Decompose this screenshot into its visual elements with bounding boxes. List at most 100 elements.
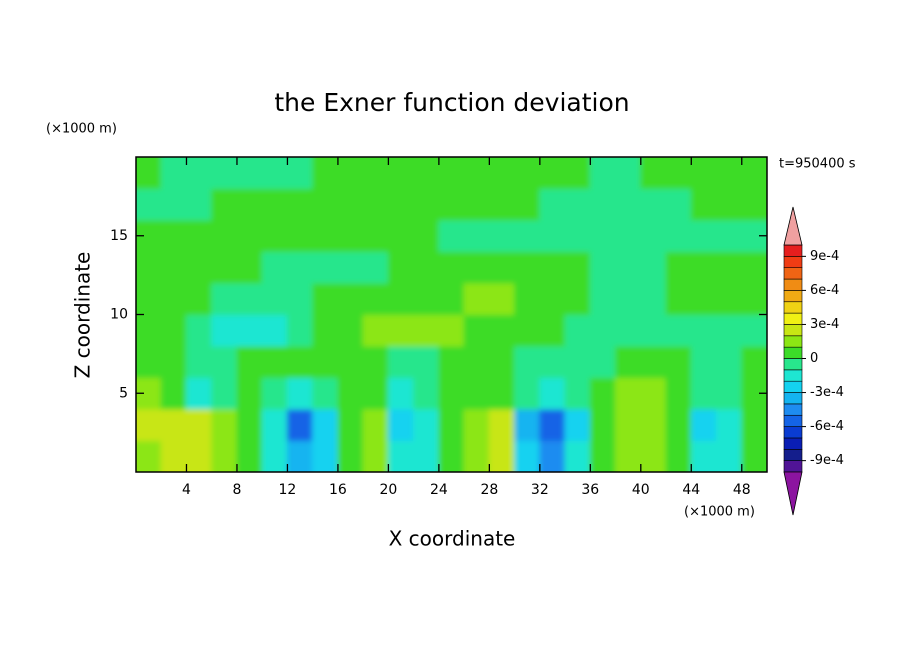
colorbar-bin: [783, 278, 803, 291]
contour-cell: [690, 314, 718, 347]
y-tick-label: 5: [119, 385, 128, 401]
contour-cell: [716, 157, 743, 189]
colorbar-bin: [783, 324, 803, 337]
contour-cell: [387, 377, 415, 410]
contour-cell: [236, 314, 263, 347]
contour-cell: [261, 345, 288, 378]
contour-cell: [211, 408, 238, 441]
contour-cell: [438, 408, 465, 441]
contour-cell: [413, 440, 440, 472]
contour-cell: [312, 440, 339, 472]
contour-cell: [463, 314, 490, 347]
time-label: t=950400 s: [779, 157, 856, 172]
contour-cell: [312, 282, 339, 315]
contour-cell: [665, 282, 692, 315]
contour-cell: [488, 157, 516, 189]
contour-cell: [413, 282, 440, 315]
contour-cell: [488, 282, 516, 315]
colorbar-bin: [783, 426, 803, 439]
contour-cell: [716, 188, 743, 221]
colorbar-bin: [783, 414, 803, 427]
x-tick-label: 12: [279, 482, 297, 498]
x-tick-label: 24: [430, 482, 448, 498]
contour-cell: [488, 188, 516, 221]
contour-cell: [640, 408, 667, 441]
contour-cell: [236, 440, 263, 472]
colorbar-bin: [783, 460, 803, 473]
contour-cell: [564, 314, 591, 347]
contour-cell: [665, 345, 692, 378]
contour-cell: [362, 314, 389, 347]
contour-cell: [160, 345, 187, 378]
colorbar-bin: [783, 437, 803, 450]
contour-cell: [312, 377, 339, 410]
contour-cell: [716, 251, 743, 284]
contour-cell: [261, 282, 288, 315]
contour-cell: [640, 282, 667, 315]
contour-cell: [690, 440, 718, 472]
contour-cell: [362, 251, 389, 284]
contour-cell: [716, 440, 743, 472]
contour-cell: [312, 157, 339, 189]
contour-cell: [589, 188, 617, 221]
contour-cell: [690, 188, 718, 221]
contour-cell: [514, 188, 541, 221]
contour-cell: [615, 440, 642, 472]
contour-cell: [387, 251, 415, 284]
contour-cell: [362, 377, 389, 410]
y-axis-title: Z coordinate: [71, 252, 95, 379]
contour-cell: [665, 408, 692, 441]
contour-cell: [236, 188, 263, 221]
contour-cell: [211, 377, 238, 410]
contour-cell: [564, 219, 591, 252]
contour-cell: [589, 377, 617, 410]
x-tick-label: 16: [329, 482, 347, 498]
contour-cell: [438, 314, 465, 347]
colorbar-bin: [783, 256, 803, 269]
contour-cell: [438, 219, 465, 252]
contour-cell: [185, 408, 213, 441]
contour-cell: [539, 251, 566, 284]
colorbar-tick-label: -3e-4: [810, 385, 844, 400]
contour-cell: [589, 440, 617, 472]
contour-cell: [413, 188, 440, 221]
contour-cell: [716, 282, 743, 315]
contour-cell: [615, 377, 642, 410]
contour-cell: [211, 345, 238, 378]
colorbar-bin: [783, 448, 803, 461]
contour-cell: [211, 282, 238, 315]
colorbar-bin: [783, 346, 803, 359]
contour-cell: [236, 377, 263, 410]
contour-cell: [387, 345, 415, 378]
contour-cell: [640, 377, 667, 410]
colorbar-bin: [783, 244, 803, 257]
contour-cell: [438, 251, 465, 284]
contour-cell: [337, 188, 364, 221]
colorbar-bin: [783, 290, 803, 303]
contour-cell: [337, 251, 364, 284]
contour-cell: [615, 188, 642, 221]
contour-cell: [463, 282, 490, 315]
contour-cell: [615, 251, 642, 284]
contour-cell: [463, 408, 490, 441]
contour-cell: [337, 219, 364, 252]
contour-cell: [362, 440, 389, 472]
contour-cell: [589, 157, 617, 189]
contour-cell: [539, 408, 566, 441]
colorbar-bin: [783, 392, 803, 405]
contour-cell: [160, 157, 187, 189]
contour-cell: [488, 219, 516, 252]
contour-cell: [337, 440, 364, 472]
contour-cell: [185, 377, 213, 410]
contour-cell: [741, 251, 767, 284]
contour-cell: [741, 314, 767, 347]
colorbar-bin: [783, 369, 803, 382]
x-tick-label: 8: [232, 482, 241, 498]
x-tick-label: 40: [632, 482, 650, 498]
contour-cell: [185, 282, 213, 315]
contour-cell: [665, 219, 692, 252]
contour-cell: [438, 282, 465, 315]
contour-cell: [261, 314, 288, 347]
colorbar-tick-label: -9e-4: [810, 453, 844, 468]
x-unit: (×1000 m): [684, 505, 755, 520]
